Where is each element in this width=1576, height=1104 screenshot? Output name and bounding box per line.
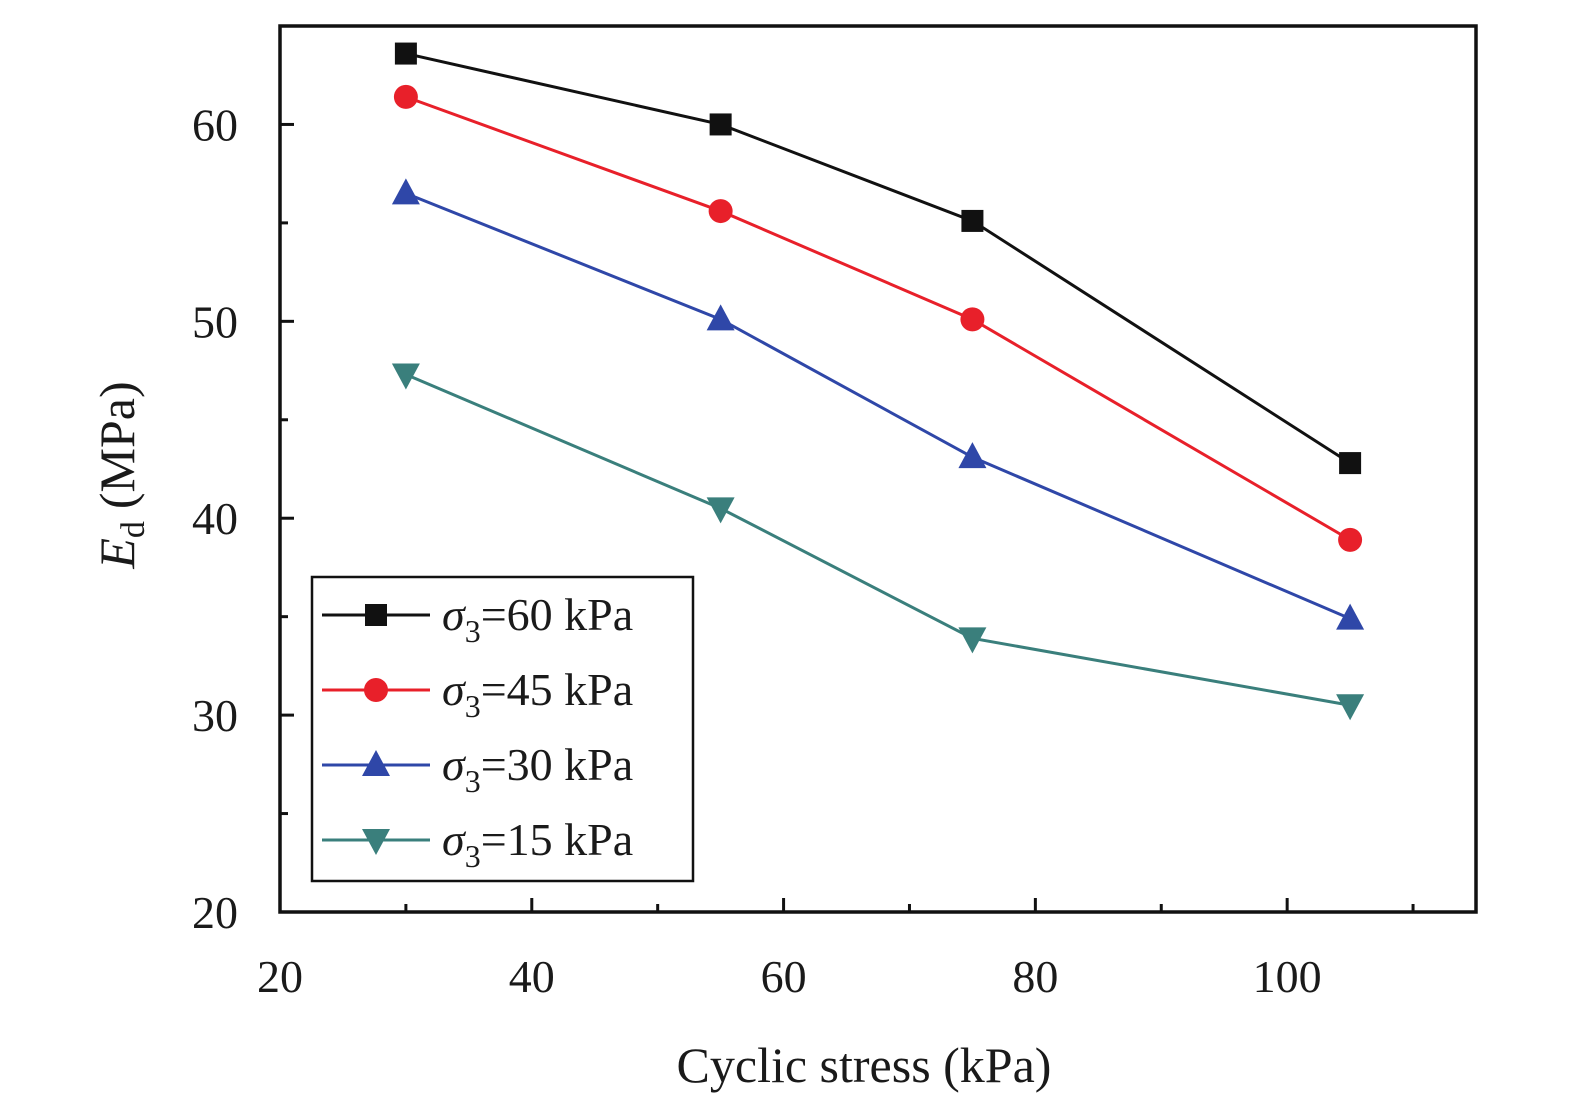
series-0 [394, 42, 1362, 475]
series-1 [393, 84, 1363, 552]
y-tick-label-3: 50 [192, 296, 238, 347]
y-tick-label-1: 30 [192, 690, 238, 741]
legend-entry-3: σ3=15 kPa [322, 814, 633, 874]
legend-entry-2: σ3=30 kPa [322, 739, 633, 799]
y-tick-label-0: 20 [192, 887, 238, 938]
legend-subscript-1: 3 [465, 688, 481, 724]
legend-subscript-3: 3 [465, 838, 481, 874]
series-2 [391, 178, 1365, 630]
data-point-3-2 [958, 627, 987, 654]
data-point-1-3 [1338, 527, 1363, 552]
legend-symbol-2: σ [442, 739, 467, 790]
data-point-0-1 [709, 113, 732, 136]
legend-subscript-0: 3 [465, 613, 481, 649]
legend-symbol-3: σ [442, 814, 467, 865]
legend-text-2: =30 kPa [481, 739, 633, 790]
x-axis-title: Cyclic stress (kPa) [677, 1037, 1052, 1093]
data-point-0-0 [394, 42, 417, 65]
data-point-1-2 [960, 307, 985, 332]
data-point-0-2 [961, 209, 984, 232]
legend-marker-0 [365, 604, 387, 626]
series-3 [391, 363, 1365, 721]
legend-label-3: σ3=15 kPa [442, 814, 633, 874]
x-tick-label-1: 40 [509, 951, 555, 1002]
data-point-3-3 [1336, 694, 1365, 721]
legend-marker-2 [362, 750, 390, 776]
legend-marker-1 [364, 678, 388, 702]
series-line-0 [405, 52, 1351, 465]
legend-symbol-0: σ [442, 589, 467, 640]
series-line-2 [405, 191, 1351, 621]
tick-labels: 20 40 60 80 100 20 30 40 50 60 [192, 99, 1322, 1002]
data-point-0-3 [1339, 452, 1362, 475]
y-axis-unit: (MPa) [89, 381, 145, 509]
y-axis-symbol: E [89, 538, 145, 570]
legend-label-1: σ3=45 kPa [442, 664, 633, 724]
data-point-2-1 [706, 304, 735, 331]
legend-text-1: =45 kPa [481, 664, 633, 715]
legend-label-0: σ3=60 kPa [442, 589, 633, 649]
y-axis-subscript: d [115, 521, 152, 538]
data-point-3-0 [391, 363, 420, 390]
legend-symbol-1: σ [442, 664, 467, 715]
x-tick-label-0: 20 [257, 951, 303, 1002]
series-layer [391, 42, 1365, 721]
legend-text-0: =60 kPa [481, 589, 633, 640]
data-point-1-0 [393, 84, 418, 109]
series-line-3 [405, 373, 1351, 707]
data-point-2-3 [1336, 603, 1365, 630]
x-tick-label-2: 60 [761, 951, 807, 1002]
x-tick-label-4: 100 [1253, 951, 1322, 1002]
legend-entry-1: σ3=45 kPa [322, 664, 633, 724]
x-tick-label-3: 80 [1012, 951, 1058, 1002]
legend-text-3: =15 kPa [481, 814, 633, 865]
legend-marker-3 [362, 829, 390, 855]
y-axis-title: Ed (MPa) [89, 381, 152, 569]
data-point-2-2 [958, 442, 987, 469]
series-line-1 [405, 95, 1351, 542]
legend-subscript-2: 3 [465, 763, 481, 799]
data-point-1-1 [708, 199, 733, 224]
y-tick-label-4: 60 [192, 99, 238, 150]
y-tick-label-2: 40 [192, 493, 238, 544]
legend-label-2: σ3=30 kPa [442, 739, 633, 799]
plot-area-frame [278, 24, 1478, 914]
legend-entry-0: σ3=60 kPa [322, 589, 633, 649]
data-point-2-0 [391, 178, 420, 205]
data-point-3-1 [706, 497, 735, 524]
